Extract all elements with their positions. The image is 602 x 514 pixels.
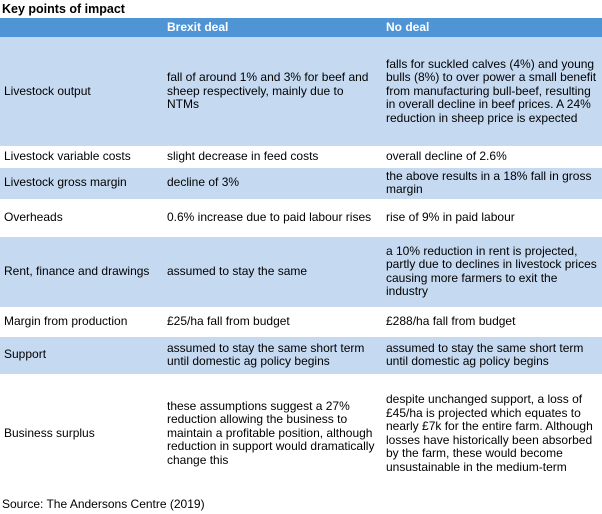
table-cell: £288/ha fall from budget [382,307,602,337]
table-title: Key points of impact [2,2,125,16]
table-cell: assumed to stay the same short term unti… [382,336,602,375]
row-label: Livestock gross margin [0,167,163,200]
table-row: Livestock variable costs slight decrease … [0,146,602,168]
table-cell: rise of 9% in paid labour [382,199,602,237]
table-cell: 0.6% increase due to paid labour rises [163,199,382,237]
row-label: Rent, finance and drawings [0,236,163,308]
header-cell: Brexit deal [163,18,382,37]
row-label: Margin from production [0,307,163,337]
table-cell: fall of around 1% and 3% for beef and sh… [163,37,382,147]
table-cell: these assumptions suggest a 27% reductio… [163,374,382,494]
table-cell: falls for suckled calves (4%) and young … [382,37,602,147]
table-cell: the above results in a 18% fall in gross… [382,167,602,200]
table-cell: decline of 3% [163,167,382,200]
table-cell: despite unchanged support, a loss of £45… [382,374,602,494]
row-label: Livestock variable costs [0,146,163,168]
header-blank [0,18,163,37]
table-row: Support assumed to stay the same short te… [0,336,602,375]
table-row: Rent, finance and drawings assumed to sta… [0,236,602,308]
table-cell: slight decrease in feed costs [163,146,382,168]
header-cell: No deal [382,18,602,37]
table-cell: overall decline of 2.6% [382,146,602,168]
table-cell: a 10% reduction in rent is projected, pa… [382,236,602,308]
table-cell: £25/ha fall from budget [163,307,382,337]
row-label: Livestock output [0,37,163,147]
table-row: Livestock output fall of around 1% and 3%… [0,37,602,147]
table-cell: assumed to stay the same [163,236,382,308]
row-label: Business surplus [0,374,163,494]
row-label: Overheads [0,199,163,237]
table-row: Livestock gross margin decline of 3% the a… [0,167,602,200]
table-cell: assumed to stay the same short term unti… [163,336,382,375]
row-label: Support [0,336,163,375]
impact-table: Brexit deal No deal Livestock output fall… [0,18,602,494]
table-row: Overheads 0.6% increase due to paid labou… [0,199,602,237]
source-note: Source: The Andersons Centre (2019) [2,496,205,511]
table-row: Margin from production £25/ha fall from b… [0,307,602,337]
table-row: Business surplus these assumptions sugges… [0,374,602,494]
header-row: Brexit deal No deal [0,18,602,37]
